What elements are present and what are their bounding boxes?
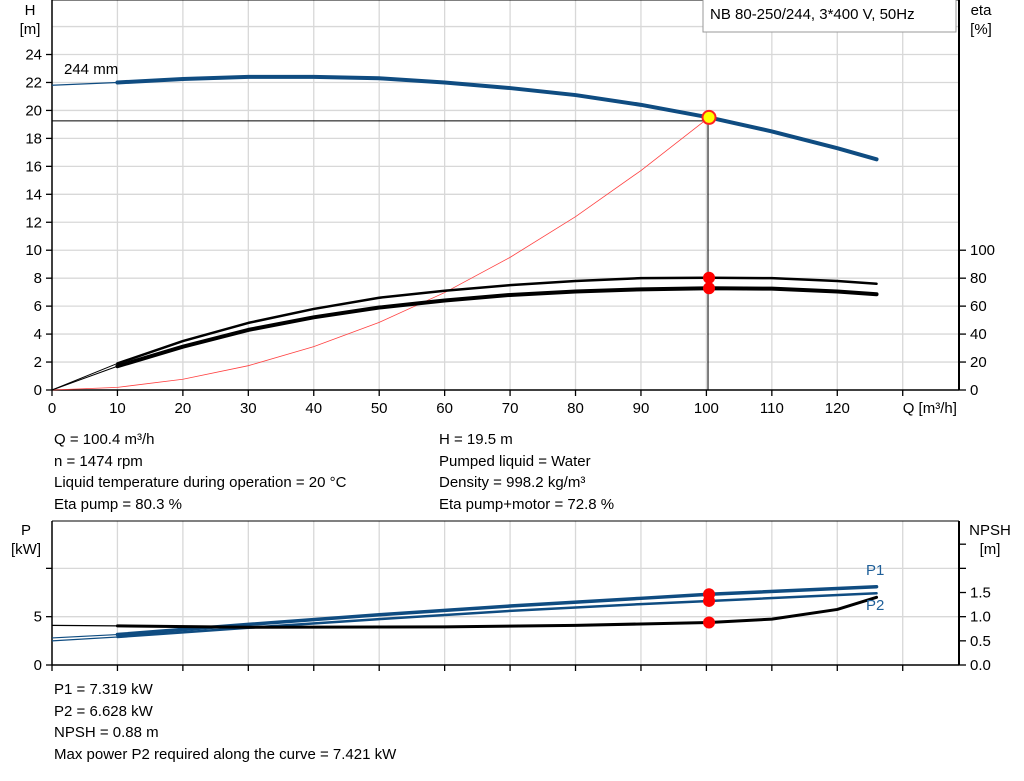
info-top-left: Q = 100.4 m³/h n = 1474 rpm Liquid tempe… — [54, 429, 346, 515]
y-right-tick-label: 60 — [970, 298, 987, 315]
x-tick-label: 50 — [371, 400, 388, 417]
info-npsh: NPSH = 0.88 m — [54, 724, 159, 741]
x-tick-label: 30 — [240, 400, 257, 417]
info-bottom: P1 = 7.319 kW P2 = 6.628 kW NPSH = 0.88 … — [54, 679, 396, 765]
info-temperature: Liquid temperature during operation = 20… — [54, 474, 347, 491]
y-right-tick-label: 0 — [970, 382, 978, 399]
p2-curve — [116, 592, 878, 639]
y-tick-label: 16 — [25, 158, 42, 175]
info-flow: Q = 100.4 m³/h — [54, 431, 155, 448]
y-axis-label: H — [25, 2, 36, 19]
duty-point-p2 — [703, 594, 716, 607]
x-tick-label: 20 — [175, 400, 192, 417]
x-tick-label: 0 — [48, 400, 56, 417]
y-tick-label: 24 — [25, 47, 42, 64]
duty-point-eta-pump — [703, 271, 716, 284]
p2-curve-extension — [51, 636, 118, 642]
y-right-tick-label: 80 — [970, 270, 987, 287]
info-eta-pump: Eta pump = 80.3 % — [54, 495, 182, 513]
p-axis-unit: [kW] — [11, 541, 41, 558]
eta-pump-motor-curve — [115, 286, 879, 369]
y-tick-label: 2 — [34, 354, 42, 371]
y-tick-label: 22 — [25, 74, 42, 91]
p-axis-label: P — [21, 522, 31, 539]
head-curve-extension — [51, 81, 118, 86]
info-eta-pump-motor: Eta pump+motor = 72.8 % — [439, 495, 615, 513]
duty-point-eta-pump-motor — [703, 282, 716, 295]
chart-title: NB 80-250/244, 3*400 V, 50Hz — [710, 6, 915, 23]
x-tick-label: 40 — [305, 400, 322, 417]
y-tick-label: 14 — [25, 186, 42, 203]
y-right-tick-label: 1.5 — [970, 585, 991, 602]
y-tick-label: 10 — [25, 242, 42, 259]
y-right-tick-label: 0.5 — [970, 633, 991, 650]
info-density: Density = 998.2 kg/m³ — [439, 474, 586, 491]
y-tick-label: 8 — [34, 270, 42, 287]
info-p1: P1 = 7.319 kW — [54, 681, 153, 698]
npsh-axis-unit: [m] — [980, 541, 1001, 558]
info-p2: P2 = 6.628 kW — [54, 702, 153, 720]
y-right-tick-label: 0.0 — [970, 657, 991, 674]
info-max-power: Max power P2 required along the curve = … — [54, 745, 397, 763]
y-axis-unit: [m] — [20, 21, 41, 38]
x-tick-label: 110 — [760, 400, 784, 417]
y-right-tick-label: 40 — [970, 326, 987, 343]
duty-point-head — [701, 109, 717, 125]
y-tick-label: 5 — [34, 609, 42, 626]
y-right-tick-label: 1.0 — [970, 609, 991, 626]
head-curve — [115, 74, 879, 162]
p2-label: P2 — [866, 597, 884, 614]
npsh-curve — [115, 595, 879, 629]
y-tick-label: 0 — [34, 382, 42, 399]
p1-label: P1 — [866, 562, 884, 579]
info-top-right: H = 19.5 m Pumped liquid = Water Density… — [439, 429, 614, 515]
title-box — [702, 0, 957, 33]
x-tick-label: 70 — [502, 400, 519, 417]
y-tick-label: 18 — [25, 130, 42, 147]
x-tick-label: 10 — [109, 400, 126, 417]
y-right-axis-label: eta — [971, 2, 993, 19]
info-head: H = 19.5 m — [439, 431, 513, 448]
x-tick-label: 100 — [694, 400, 719, 417]
info-liquid: Pumped liquid = Water — [439, 452, 591, 470]
system-curve — [51, 117, 710, 391]
npsh-axis-label: NPSH — [969, 522, 1011, 539]
x-tick-label: 120 — [825, 400, 850, 417]
p1-curve-extension — [51, 633, 118, 639]
y-right-tick-label: 20 — [970, 354, 987, 371]
y-right-tick-label: 100 — [970, 242, 995, 259]
impeller-diameter-label: 244 mm — [64, 61, 118, 78]
eta-pump-curve — [116, 276, 878, 365]
y-tick-label: 12 — [25, 214, 42, 231]
x-axis-label: Q [m³/h] — [903, 400, 957, 417]
x-tick-label: 90 — [633, 400, 650, 417]
eta-pump-motor-curve-extension — [51, 365, 118, 391]
y-tick-label: 4 — [34, 326, 42, 343]
y-right-axis-unit: [%] — [970, 21, 992, 38]
y-tick-label: 20 — [25, 102, 42, 119]
duty-point-npsh — [703, 616, 716, 629]
x-tick-label: 80 — [567, 400, 584, 417]
y-tick-label: 0 — [34, 657, 42, 674]
info-speed: n = 1474 rpm — [54, 452, 143, 470]
x-tick-label: 60 — [436, 400, 453, 417]
y-tick-label: 6 — [34, 298, 42, 315]
